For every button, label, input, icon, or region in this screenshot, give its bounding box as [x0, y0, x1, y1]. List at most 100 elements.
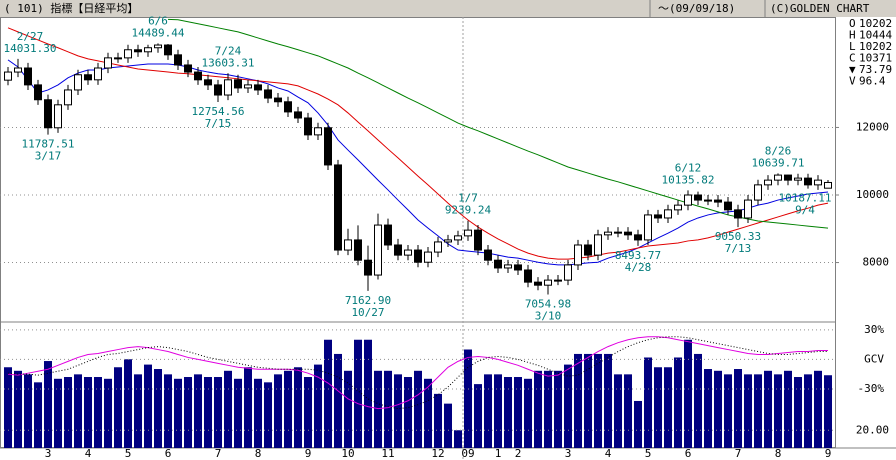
volume-bar [294, 367, 302, 448]
candle-body [134, 49, 142, 53]
volume-bar [434, 393, 442, 448]
volume-bar [144, 364, 152, 448]
candle-body [184, 64, 192, 73]
x-tick-label: 6 [685, 447, 692, 460]
volume-bar [384, 370, 392, 448]
line-series [7, 59, 829, 266]
annotation-date: 7/15 [205, 117, 232, 130]
candle-body [294, 111, 302, 119]
candle-body [274, 97, 282, 103]
x-tick-label: 09 [461, 447, 474, 460]
x-tick-label: 3 [45, 447, 52, 460]
volume-bar [164, 374, 172, 448]
candle-body [614, 231, 622, 234]
candle-body [434, 241, 442, 253]
annotation-date: 8/26 [765, 144, 792, 157]
info-value: 10202 [859, 17, 892, 30]
volume-bar [104, 378, 112, 448]
x-tick-label: 1 [495, 447, 502, 460]
annotation-value: 9050.33 [715, 230, 761, 243]
candle-body [724, 201, 732, 211]
candle-body [214, 84, 222, 96]
candle-body [174, 54, 182, 66]
line-series [7, 336, 828, 410]
annotation-date: 7/24 [215, 44, 242, 57]
volume-bar [664, 367, 672, 448]
candle-body [764, 179, 772, 186]
candle-body [284, 101, 292, 113]
volume-bar [614, 374, 622, 448]
candle-body [774, 174, 782, 181]
volume-bar [114, 367, 122, 448]
x-tick-label: 8 [775, 447, 782, 460]
annotation-date: 9/4 [795, 204, 815, 217]
y-tick-label: 8000 [863, 256, 890, 269]
candle-body [124, 49, 132, 59]
candle-body [494, 259, 502, 269]
volume-bar [204, 377, 212, 448]
candle-body [654, 214, 662, 219]
candle-body [664, 209, 672, 219]
annotation-value: 14031.30 [4, 42, 57, 55]
volume-bar [534, 370, 542, 448]
volume-bar [264, 382, 272, 448]
volume-bar [364, 339, 372, 448]
x-tick-label: 4 [605, 447, 612, 460]
volume-bar [624, 374, 632, 448]
candle-body [704, 199, 712, 202]
candle-body [564, 264, 572, 281]
volume-bar [634, 400, 642, 448]
volume-bar [744, 374, 752, 448]
candle-body [584, 244, 592, 256]
volume-bar [454, 430, 462, 448]
candle-body [254, 84, 262, 91]
x-tick-label: 5 [125, 447, 132, 460]
candle-body [814, 179, 822, 186]
volume-bar [554, 370, 562, 448]
candle-body [384, 224, 392, 246]
volume-bar [694, 353, 702, 448]
candle-body [204, 79, 212, 86]
volume-bar [154, 369, 162, 448]
candle-body [754, 184, 762, 201]
candle-body [194, 71, 202, 81]
volume-bar [564, 364, 572, 448]
volume-bar [804, 374, 812, 448]
info-label: ▼ [849, 63, 856, 76]
candle-body [684, 194, 692, 206]
candle-body [64, 89, 72, 106]
candle-body [404, 249, 412, 256]
y-tick-label: 20.00 [856, 423, 889, 436]
x-tick-label: 9 [305, 447, 312, 460]
candle-body [824, 181, 832, 189]
candle-body [84, 74, 92, 81]
volume-bar [134, 374, 142, 448]
volume-bar [754, 374, 762, 448]
candle-body [534, 281, 542, 286]
volume-bar [484, 374, 492, 448]
candle-body [234, 79, 242, 89]
volume-bar [464, 349, 472, 448]
candle-body [484, 249, 492, 261]
y2-tick-label: 30% [864, 323, 884, 336]
annotation-value: 8493.77 [615, 249, 661, 262]
candle-body [544, 279, 552, 286]
volume-bar [284, 370, 292, 448]
volume-bar [774, 374, 782, 448]
volume-bar [214, 377, 222, 448]
candle-body [454, 235, 462, 241]
candle-body [14, 67, 22, 73]
volume-bar [734, 369, 742, 448]
x-tick-label: 3 [565, 447, 572, 460]
candle-body [624, 231, 632, 236]
volume-bar [714, 370, 722, 448]
annotation-date: 4/28 [625, 261, 652, 274]
candle-body [474, 229, 482, 251]
volume-bar [54, 378, 62, 448]
volume-bar [234, 378, 242, 448]
annotation-value: 7054.98 [525, 297, 571, 310]
volume-bar [444, 403, 452, 448]
volume-bar [514, 377, 522, 448]
y2-tick-label: GCV [864, 352, 884, 365]
